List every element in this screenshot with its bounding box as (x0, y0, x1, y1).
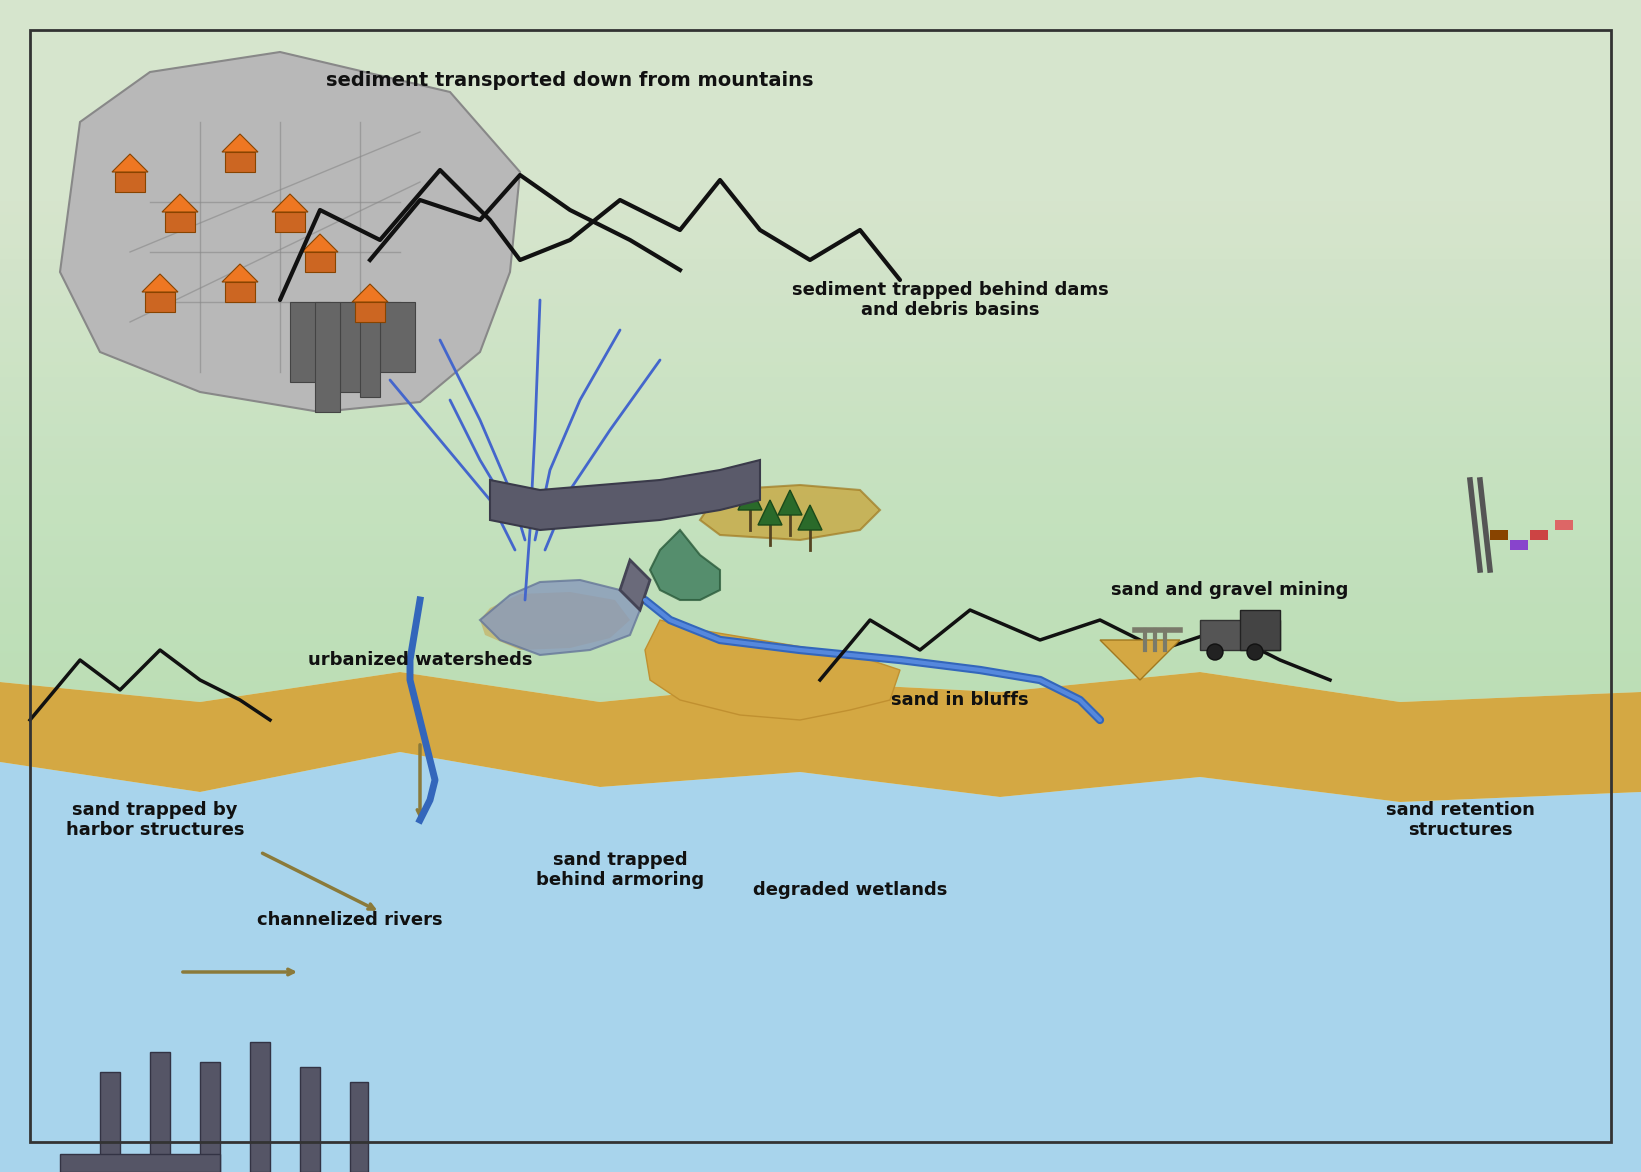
Polygon shape (491, 459, 760, 530)
Text: sand retention
structures: sand retention structures (1385, 800, 1534, 839)
Polygon shape (354, 302, 386, 322)
Text: sediment trapped behind dams
and debris basins: sediment trapped behind dams and debris … (791, 280, 1108, 320)
Polygon shape (149, 1052, 171, 1172)
Polygon shape (100, 1072, 120, 1172)
Polygon shape (350, 1082, 368, 1172)
Polygon shape (381, 302, 415, 372)
Polygon shape (340, 302, 369, 391)
Polygon shape (61, 1154, 220, 1172)
Text: urbanized watersheds: urbanized watersheds (309, 650, 532, 669)
Text: sand and gravel mining: sand and gravel mining (1111, 581, 1349, 599)
Circle shape (1208, 643, 1223, 660)
Polygon shape (620, 560, 650, 609)
Polygon shape (481, 580, 640, 655)
Polygon shape (305, 252, 335, 272)
Polygon shape (300, 1067, 320, 1172)
Polygon shape (144, 292, 176, 312)
Polygon shape (222, 134, 258, 152)
Polygon shape (276, 212, 305, 232)
Polygon shape (758, 500, 783, 525)
Polygon shape (1510, 540, 1528, 550)
Polygon shape (222, 264, 258, 282)
Polygon shape (798, 505, 822, 530)
Polygon shape (481, 592, 630, 650)
Polygon shape (650, 530, 720, 600)
Text: sand trapped
behind armoring: sand trapped behind armoring (537, 851, 704, 890)
Polygon shape (143, 274, 177, 292)
Text: degraded wetlands: degraded wetlands (753, 881, 947, 899)
Polygon shape (0, 672, 1641, 802)
Polygon shape (738, 485, 761, 510)
Text: sediment transported down from mountains: sediment transported down from mountains (327, 70, 814, 89)
Text: channelized rivers: channelized rivers (258, 911, 443, 929)
Polygon shape (1529, 530, 1547, 540)
Polygon shape (290, 302, 330, 382)
Polygon shape (1490, 530, 1508, 540)
Polygon shape (249, 1042, 271, 1172)
Polygon shape (115, 172, 144, 192)
Polygon shape (162, 195, 199, 212)
Polygon shape (645, 620, 899, 720)
Polygon shape (778, 490, 802, 515)
Polygon shape (1241, 609, 1280, 650)
Polygon shape (359, 302, 381, 397)
Circle shape (1247, 643, 1264, 660)
Text: sand trapped by
harbor structures: sand trapped by harbor structures (66, 800, 245, 839)
Polygon shape (272, 195, 309, 212)
Polygon shape (225, 282, 254, 302)
Polygon shape (1099, 640, 1180, 680)
Polygon shape (166, 212, 195, 232)
Text: sand in bluffs: sand in bluffs (891, 691, 1029, 709)
Polygon shape (1200, 620, 1280, 650)
Polygon shape (112, 154, 148, 172)
Polygon shape (61, 52, 520, 413)
Polygon shape (0, 0, 1641, 702)
Polygon shape (200, 1062, 220, 1172)
Polygon shape (0, 752, 1641, 1172)
Polygon shape (701, 485, 880, 540)
Polygon shape (302, 234, 338, 252)
Polygon shape (353, 284, 387, 302)
Polygon shape (1556, 520, 1574, 530)
Polygon shape (315, 302, 340, 413)
Polygon shape (225, 152, 254, 172)
